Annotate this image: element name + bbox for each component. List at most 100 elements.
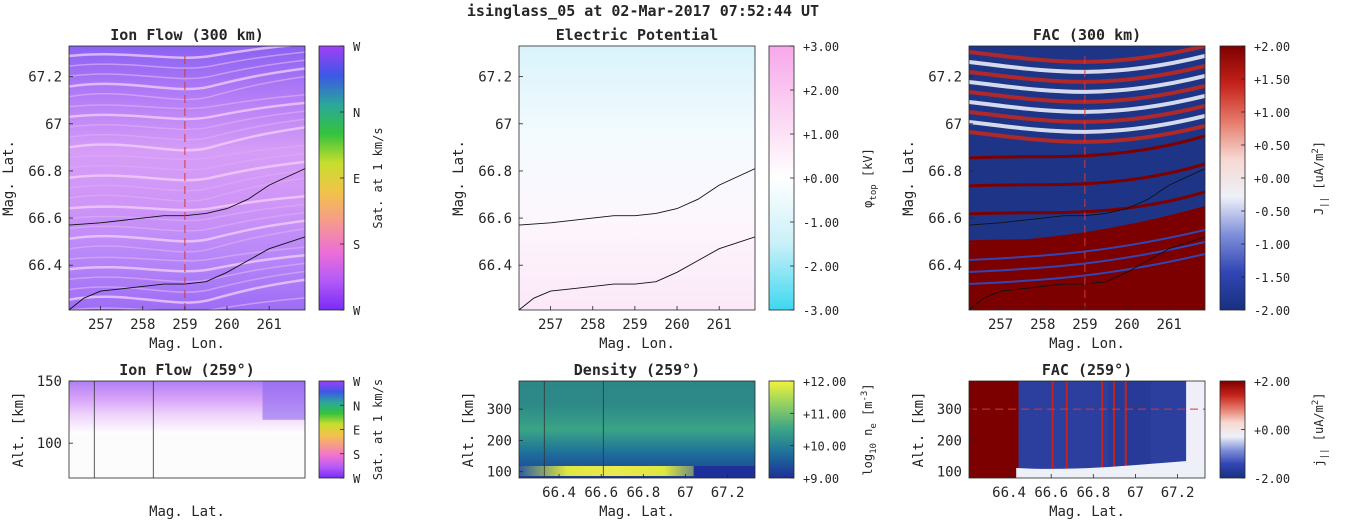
x-axis-label: Mag. Lat. bbox=[149, 504, 225, 520]
flow-streak bbox=[69, 144, 305, 160]
panel-title: Density (259°) bbox=[574, 361, 700, 379]
contour-line bbox=[69, 168, 305, 226]
fac-band bbox=[969, 104, 1205, 124]
fac-band bbox=[969, 46, 1205, 64]
x-tick-label: 261 bbox=[707, 317, 732, 333]
colorbar-label-part: j bbox=[1312, 459, 1326, 466]
fac-band bbox=[969, 74, 1205, 94]
y-tick-label: 150 bbox=[37, 374, 62, 390]
flow-streak bbox=[69, 126, 305, 152]
colorbar-label-part: 10 bbox=[869, 443, 879, 454]
y-tick-label: 66.4 bbox=[928, 258, 962, 274]
colorbar-label: φtop [kV] bbox=[861, 148, 879, 208]
flow-streak bbox=[69, 160, 305, 182]
flow-streak bbox=[69, 169, 305, 192]
colorbar-tick-label: +2.00 bbox=[803, 84, 839, 98]
y-tick-label: 66.8 bbox=[28, 164, 62, 180]
panel-title: FAC (259°) bbox=[1042, 361, 1132, 379]
x-tick-label: 66.6 bbox=[1034, 485, 1068, 501]
colorbar-tick-label: N bbox=[353, 399, 360, 413]
y-tick-label: 300 bbox=[937, 402, 962, 418]
colorbar-label-part: [m bbox=[861, 401, 875, 423]
panel-title: Ion Flow (259°) bbox=[119, 361, 254, 379]
density-layer bbox=[519, 466, 713, 476]
colorbar-tick-label: +1.50 bbox=[1254, 73, 1290, 87]
flow-streak bbox=[69, 203, 305, 222]
colorbar-tick-label: +0.00 bbox=[1254, 172, 1290, 186]
fac-band bbox=[969, 64, 1205, 84]
fac-structures bbox=[969, 46, 1205, 310]
figure-title: isinglass_05 at 02-Mar-2017 07:52:44 UT bbox=[467, 2, 819, 20]
y-tick-label: 67 bbox=[945, 117, 962, 133]
flow-streak bbox=[69, 177, 305, 202]
y-axis-label: Mag. Lat. bbox=[1, 140, 17, 216]
plot-frame bbox=[518, 380, 756, 479]
x-tick-label: 257 bbox=[988, 317, 1013, 333]
y-tick-label: 66.6 bbox=[28, 211, 62, 227]
y-tick-label: 100 bbox=[37, 436, 62, 452]
x-axis-label: Mag. Lat. bbox=[599, 504, 675, 520]
x-tick-label: 260 bbox=[1114, 317, 1139, 333]
y-tick-label: 66.6 bbox=[478, 211, 512, 227]
heatmap-lower bbox=[69, 434, 305, 478]
x-tick-label: 261 bbox=[257, 317, 282, 333]
colorbar-tick-label: E bbox=[353, 172, 360, 186]
panel-fac-259: FAC (259°) 66.4 66.6 66.8 67 67.2 100 200 300 Mag… bbox=[911, 361, 1330, 520]
colorbar-label: J|| [uA/m2] bbox=[1311, 141, 1330, 215]
colorbar-tick-label: +2.00 bbox=[1254, 40, 1290, 54]
colorbar-label: Sat. at 1 km/s bbox=[371, 127, 385, 228]
y-axis-label: Alt. [km] bbox=[11, 392, 27, 468]
y-tick-label: 66.8 bbox=[478, 164, 512, 180]
colorbar: +2.00 +0.00 -2.00 j|| [uA/m2] bbox=[1219, 375, 1330, 486]
colorbar-tick-label: +9.00 bbox=[803, 472, 839, 486]
colorbar-label-part: ] bbox=[861, 383, 875, 390]
colorbar: W N E S W Sat. at 1 km/s bbox=[318, 40, 385, 318]
colorbar-label-part: J bbox=[1312, 208, 1326, 215]
x-tick-label: 258 bbox=[580, 317, 605, 333]
x-tick-label: 261 bbox=[1157, 317, 1182, 333]
x-tick-label: 260 bbox=[214, 317, 239, 333]
colorbar-scale bbox=[1219, 380, 1246, 479]
colorbar-tick-label: W bbox=[353, 375, 361, 389]
flow-streak bbox=[69, 211, 305, 232]
x-tick-label: 67.2 bbox=[1161, 485, 1195, 501]
flow-streak bbox=[69, 228, 305, 253]
x-tick-label: 66.4 bbox=[542, 485, 576, 501]
colorbar-tick-label: N bbox=[353, 106, 360, 120]
panel-title: Electric Potential bbox=[556, 26, 719, 44]
colorbar-tick-label: +0.00 bbox=[1254, 424, 1290, 438]
flow-streak bbox=[69, 118, 305, 141]
x-tick-label: 67.2 bbox=[711, 485, 745, 501]
colorbar-label-part: 2 bbox=[1311, 400, 1321, 405]
colorbar-label-part: ] bbox=[1312, 141, 1326, 148]
x-axis-label: Mag. Lon. bbox=[599, 336, 675, 352]
colorbar-tick-label: -2.00 bbox=[803, 260, 839, 274]
fac-band bbox=[969, 124, 1205, 144]
colorbar-tick-label: +0.50 bbox=[1254, 139, 1290, 153]
flow-streak bbox=[69, 59, 305, 80]
colorbar-label-part: top bbox=[869, 184, 879, 200]
colorbar-label-part: n bbox=[861, 429, 875, 443]
colorbar-tick-label: W bbox=[353, 304, 361, 318]
colorbar-label-part: || bbox=[1320, 448, 1330, 459]
colorbar-tick-label: -1.00 bbox=[1254, 238, 1290, 252]
contour-line bbox=[519, 236, 755, 310]
x-tick-label: 259 bbox=[172, 317, 197, 333]
panel-electric-potential: Electric Potential 257 258 259 260 261 66.4 66.… bbox=[451, 26, 879, 352]
x-tick-label: 66.4 bbox=[992, 485, 1026, 501]
panel-ion-flow-300: Ion Flow (300 km) 257 258 259 260 261 66.4 66.6… bbox=[1, 26, 385, 352]
colorbar-scale bbox=[768, 45, 795, 311]
contour-line bbox=[969, 236, 1205, 310]
fac-filament bbox=[1051, 381, 1054, 478]
fac-band bbox=[969, 94, 1205, 114]
y-tick-label: 67.2 bbox=[928, 70, 962, 86]
y-axis-label: Alt. [km] bbox=[461, 392, 477, 468]
flow-streak bbox=[69, 51, 305, 69]
x-tick-label: 258 bbox=[130, 317, 155, 333]
heatmap-patch bbox=[262, 381, 305, 420]
colorbar-tick-label: -2.00 bbox=[1254, 472, 1290, 486]
colorbar-tick-label: W bbox=[353, 40, 361, 54]
colorbar-label-part: [kV] bbox=[861, 148, 875, 184]
fac-filament bbox=[1065, 381, 1068, 478]
fac-filament bbox=[1101, 381, 1104, 478]
